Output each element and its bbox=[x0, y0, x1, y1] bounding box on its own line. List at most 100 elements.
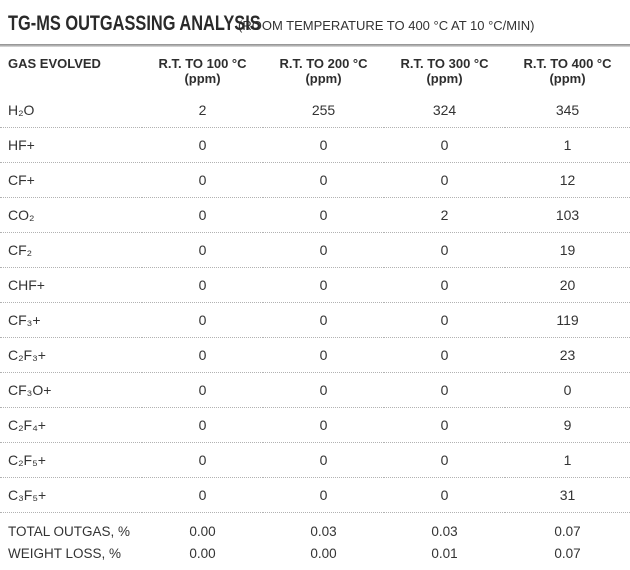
table-row: CHF+ 0 0 0 20 bbox=[0, 268, 630, 303]
column-label: R.T. TO 300 °C bbox=[400, 56, 489, 71]
totals-label: WEIGHT LOSS, % bbox=[8, 546, 122, 561]
value-cell: 0 bbox=[198, 417, 207, 433]
table-row: C₂F₃+ 0 0 0 23 bbox=[0, 338, 630, 373]
table-title: TG-MS OUTGASSING ANALYSIS bbox=[8, 12, 261, 35]
gas-rows: H₂O 2 255 324 345 HF+ 0 0 0 1 CF+ 0 0 0 … bbox=[0, 93, 630, 513]
value-cell: 0 bbox=[440, 172, 449, 188]
totals-row-weight-loss: WEIGHT LOSS, % 0.00 0.00 0.01 0.07 bbox=[0, 543, 630, 570]
column-unit: (ppm) bbox=[305, 71, 342, 86]
value-cell: 0 bbox=[319, 312, 328, 328]
table-row: CO₂ 0 0 2 103 bbox=[0, 198, 630, 233]
gas-cell: CHF+ bbox=[8, 277, 45, 293]
value-cell: 19 bbox=[559, 242, 576, 258]
title-wrap: TG-MS OUTGASSING ANALYSIS bbox=[8, 12, 261, 36]
outgassing-table: GAS EVOLVED R.T. TO 100 °C (ppm) R.T. TO … bbox=[0, 47, 630, 570]
gas-cell: C₂F₃+ bbox=[8, 347, 46, 363]
gas-cell: C₂F₄+ bbox=[8, 417, 46, 433]
column-unit: (ppm) bbox=[184, 71, 221, 86]
column-header-rt-100: R.T. TO 100 °C (ppm) bbox=[142, 47, 263, 93]
value-cell: 0 bbox=[440, 452, 449, 468]
table-row: C₂F₄+ 0 0 0 9 bbox=[0, 408, 630, 443]
value-cell: 0 bbox=[198, 487, 207, 503]
value-cell: 0 bbox=[319, 137, 328, 153]
gas-cell: CO₂ bbox=[8, 207, 35, 223]
table-row: C₃F₅+ 0 0 0 31 bbox=[0, 478, 630, 513]
table-row: CF+ 0 0 0 12 bbox=[0, 163, 630, 198]
column-label: R.T. TO 100 °C bbox=[158, 56, 247, 71]
value-cell: 103 bbox=[555, 207, 580, 223]
value-cell: 0 bbox=[440, 137, 449, 153]
summary-rows: TOTAL OUTGAS, % 0.00 0.03 0.03 0.07 WEIG… bbox=[0, 513, 630, 570]
gas-cell: CF₃O+ bbox=[8, 382, 52, 398]
value-cell: 0 bbox=[198, 382, 207, 398]
value-cell: 0 bbox=[319, 207, 328, 223]
value-cell: 2 bbox=[198, 102, 207, 118]
value-cell: 0 bbox=[198, 452, 207, 468]
table-row: CF₃+ 0 0 0 119 bbox=[0, 303, 630, 338]
column-header-rt-300: R.T. TO 300 °C (ppm) bbox=[384, 47, 505, 93]
value-cell: 0 bbox=[319, 347, 328, 363]
value-cell: 0 bbox=[319, 172, 328, 188]
totals-label: TOTAL OUTGAS, % bbox=[8, 524, 131, 539]
value-cell: 0 bbox=[440, 487, 449, 503]
totals-row-total-outgas: TOTAL OUTGAS, % 0.00 0.03 0.03 0.07 bbox=[0, 513, 630, 544]
value-cell: 119 bbox=[556, 312, 579, 328]
totals-value-cell: 0.07 bbox=[554, 546, 581, 561]
value-cell: 0 bbox=[440, 242, 449, 258]
value-cell: 0 bbox=[198, 242, 207, 258]
value-cell: 20 bbox=[559, 277, 576, 293]
table-row: CF₃O+ 0 0 0 0 bbox=[0, 373, 630, 408]
totals-value-cell: 0.03 bbox=[431, 524, 458, 539]
value-cell: 255 bbox=[311, 102, 336, 118]
table-header: GAS EVOLVED R.T. TO 100 °C (ppm) R.T. TO … bbox=[0, 47, 630, 93]
value-cell: 0 bbox=[440, 312, 449, 328]
column-unit: (ppm) bbox=[426, 71, 463, 86]
gas-cell: H₂O bbox=[8, 102, 35, 118]
gas-cell: C₃F₅+ bbox=[8, 487, 47, 503]
value-cell: 31 bbox=[559, 487, 576, 503]
title-divider bbox=[0, 44, 630, 47]
value-cell: 0 bbox=[440, 347, 449, 363]
value-cell: 23 bbox=[559, 347, 576, 363]
value-cell: 1 bbox=[563, 452, 572, 468]
gas-cell: HF+ bbox=[8, 137, 35, 153]
column-label: R.T. TO 200 °C bbox=[279, 56, 368, 71]
value-cell: 0 bbox=[198, 277, 207, 293]
totals-value-cell: 0.00 bbox=[189, 546, 216, 561]
gas-cell: CF₃+ bbox=[8, 312, 41, 328]
value-cell: 2 bbox=[440, 207, 449, 223]
value-cell: 0 bbox=[440, 277, 449, 293]
table-row: H₂O 2 255 324 345 bbox=[0, 93, 630, 128]
value-cell: 0 bbox=[319, 242, 328, 258]
value-cell: 1 bbox=[563, 137, 572, 153]
value-cell: 0 bbox=[198, 137, 207, 153]
table-subtitle: (ROOM TEMPERATURE TO 400 °C AT 10 °C/MIN… bbox=[238, 17, 535, 33]
value-cell: 0 bbox=[319, 452, 328, 468]
column-header-rt-200: R.T. TO 200 °C (ppm) bbox=[263, 47, 384, 93]
column-header-gas-evolved: GAS EVOLVED bbox=[8, 56, 101, 71]
totals-value-cell: 0.01 bbox=[431, 546, 458, 561]
table-row: CF₂ 0 0 0 19 bbox=[0, 233, 630, 268]
value-cell: 0 bbox=[319, 382, 328, 398]
table-row: C₂F₅+ 0 0 0 1 bbox=[0, 443, 630, 478]
totals-value-cell: 0.07 bbox=[554, 524, 581, 539]
value-cell: 12 bbox=[559, 172, 576, 188]
value-cell: 0 bbox=[440, 417, 449, 433]
column-unit: (ppm) bbox=[549, 71, 586, 86]
gas-cell: CF+ bbox=[8, 172, 35, 188]
table-row: HF+ 0 0 0 1 bbox=[0, 128, 630, 163]
value-cell: 0 bbox=[319, 487, 328, 503]
totals-value-cell: 0.00 bbox=[310, 546, 337, 561]
totals-value-cell: 0.03 bbox=[310, 524, 337, 539]
value-cell: 0 bbox=[198, 347, 207, 363]
gas-cell: C₂F₅+ bbox=[8, 452, 46, 468]
value-cell: 324 bbox=[432, 102, 457, 118]
value-cell: 0 bbox=[440, 382, 449, 398]
column-label: R.T. TO 400 °C bbox=[523, 56, 612, 71]
title-bar: TG-MS OUTGASSING ANALYSIS (ROOM TEMPERAT… bbox=[0, 8, 630, 44]
value-cell: 345 bbox=[555, 102, 580, 118]
value-cell: 0 bbox=[319, 277, 328, 293]
value-cell: 0 bbox=[198, 312, 207, 328]
value-cell: 0 bbox=[198, 172, 207, 188]
